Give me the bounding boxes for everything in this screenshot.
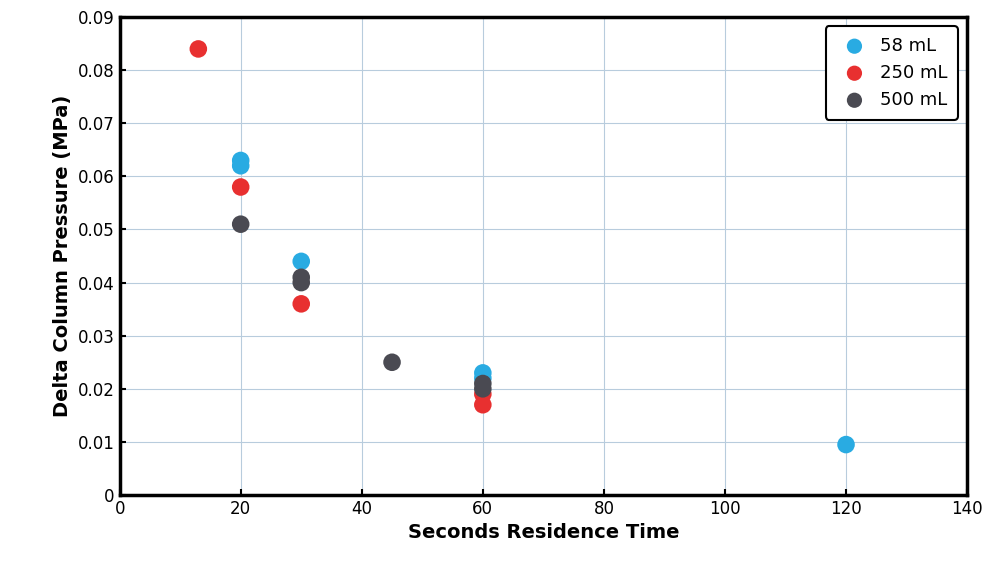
250 mL [232,183,248,192]
500 mL [384,358,400,367]
500 mL [475,384,491,393]
58 mL [232,161,248,170]
250 mL [475,400,491,409]
X-axis label: Seconds Residence Time: Seconds Residence Time [408,523,679,542]
500 mL [232,220,248,229]
58 mL [475,374,491,383]
250 mL [475,390,491,399]
250 mL [190,44,206,53]
500 mL [475,379,491,388]
58 mL [232,156,248,165]
58 mL [475,368,491,377]
Legend: 58 mL, 250 mL, 500 mL: 58 mL, 250 mL, 500 mL [826,26,958,120]
500 mL [293,278,309,287]
250 mL [293,299,309,308]
58 mL [293,257,309,266]
500 mL [293,273,309,282]
58 mL [838,440,854,449]
Y-axis label: Delta Column Pressure (MPa): Delta Column Pressure (MPa) [54,95,73,417]
